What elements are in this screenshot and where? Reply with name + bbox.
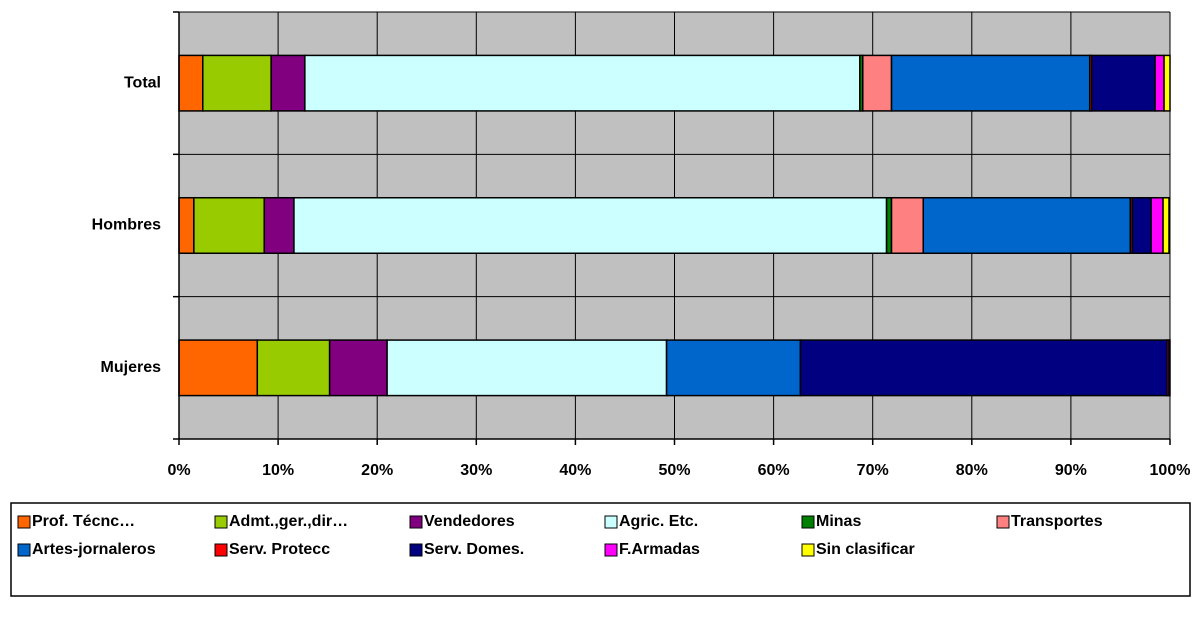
bar-segment: [1163, 54, 1171, 112]
bar-segment: [178, 54, 204, 112]
legend-swatch: [996, 515, 1010, 529]
legend-label: Serv. Protecc: [229, 541, 330, 558]
x-tick-label: 30%: [460, 462, 492, 479]
bar-segment: [799, 339, 1168, 397]
legend-swatch: [17, 543, 31, 557]
legend-swatch: [604, 543, 618, 557]
bar-segment: [890, 196, 924, 255]
legend-label: Artes-jornaleros: [32, 541, 156, 558]
legend-swatch: [409, 543, 423, 557]
bar-segment: [263, 196, 295, 255]
bar-segment: [328, 339, 388, 397]
bar-segment: [178, 339, 259, 397]
bar-segment: [270, 54, 306, 112]
legend-swatch: [604, 515, 618, 529]
bar-segment: [293, 196, 888, 255]
bar-segment: [922, 196, 1132, 255]
x-tick-label: 100%: [1150, 462, 1191, 479]
x-tick-label: 50%: [658, 462, 690, 479]
x-tick-label: 20%: [361, 462, 393, 479]
legend-swatch: [214, 515, 228, 529]
bar-segment: [862, 54, 893, 112]
y-tick-label: Hombres: [92, 217, 161, 234]
x-tick-label: 0%: [167, 462, 190, 479]
legend-label: F.Armadas: [619, 541, 700, 558]
bar-segment: [1150, 196, 1164, 255]
legend-label: Transportes: [1011, 513, 1103, 530]
x-tick-label: 80%: [956, 462, 988, 479]
y-tick-label: Total: [124, 74, 161, 91]
bar-segment: [1168, 339, 1171, 397]
legend-label: Serv. Domes.: [424, 541, 524, 558]
bar-segment: [1154, 54, 1165, 112]
x-tick-label: 90%: [1055, 462, 1087, 479]
legend-label: Admt.,ger.,dir…: [229, 513, 348, 530]
bar-segment: [386, 339, 668, 397]
legend-label: Sin clasificar: [816, 541, 915, 558]
bar-segment: [1162, 196, 1170, 255]
x-tick-label: 10%: [262, 462, 294, 479]
legend-swatch: [17, 515, 31, 529]
legend-label: Vendedores: [424, 513, 515, 530]
x-tick-label: 60%: [758, 462, 790, 479]
x-tick-label: 70%: [857, 462, 889, 479]
bar-segment: [178, 196, 195, 255]
bar-segment: [193, 196, 265, 255]
legend-label: Prof. Técnc…: [32, 513, 135, 530]
bar-segment: [1090, 54, 1156, 112]
bar-segment: [665, 339, 802, 397]
legend-label: Minas: [816, 513, 861, 530]
legend-label: Agric. Etc.: [619, 513, 698, 530]
bar-segment: [1131, 196, 1152, 255]
bar-segment: [890, 54, 1091, 112]
bar-segment: [256, 339, 331, 397]
y-tick-label: Mujeres: [101, 359, 162, 376]
legend-box: [10, 502, 1191, 597]
legend-swatch: [801, 515, 815, 529]
bar-segment: [202, 54, 272, 112]
x-tick-label: 40%: [559, 462, 591, 479]
legend-swatch: [801, 543, 815, 557]
legend-swatch: [214, 543, 228, 557]
bar-segment: [304, 54, 861, 112]
legend-swatch: [409, 515, 423, 529]
